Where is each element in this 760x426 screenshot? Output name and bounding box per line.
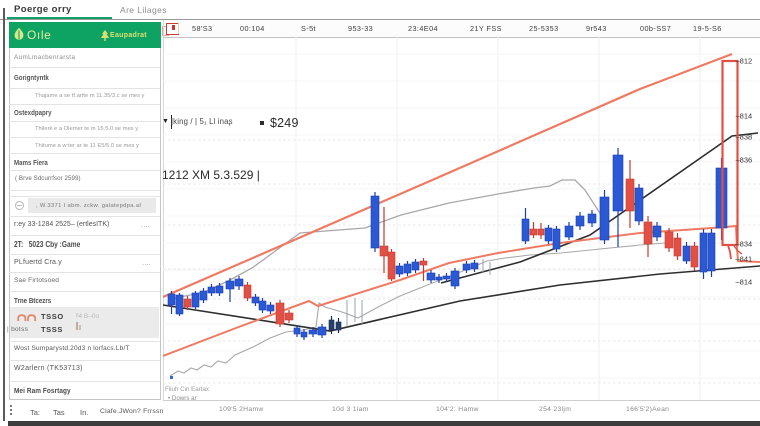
svg-text:–814: –814 (736, 112, 753, 121)
svg-text:–836: –836 (736, 156, 753, 165)
svg-text:–812: –812 (736, 57, 753, 66)
svg-text:–834: –834 (736, 240, 753, 249)
svg-text:–838: –838 (736, 133, 753, 142)
svg-text:–841: –841 (736, 255, 753, 264)
svg-text:–814: –814 (736, 278, 753, 287)
